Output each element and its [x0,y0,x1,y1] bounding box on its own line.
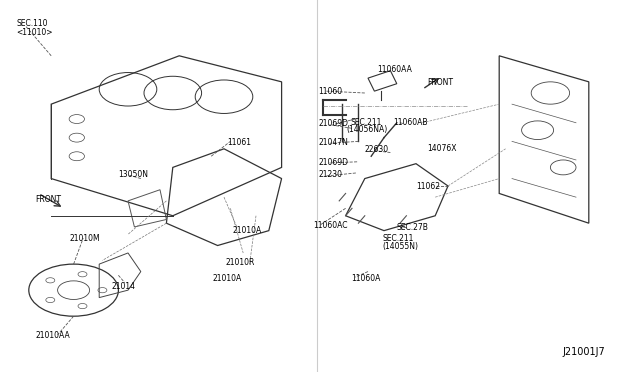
Text: 11060AA: 11060AA [378,65,412,74]
Text: J21001J7: J21001J7 [562,347,605,357]
Text: FRONT: FRONT [428,78,454,87]
Text: <11010>: <11010> [17,28,53,37]
Text: 21010R: 21010R [225,258,255,267]
Text: (14055N): (14055N) [383,242,419,251]
Text: SEC.110: SEC.110 [17,19,48,28]
Text: 21014: 21014 [112,282,136,291]
Text: 21069D: 21069D [318,158,348,167]
Text: 21230: 21230 [318,170,342,179]
Text: 11060AB: 11060AB [393,118,428,126]
Text: 22630: 22630 [365,145,389,154]
Text: 21010A: 21010A [212,274,242,283]
Text: 14076X: 14076X [428,144,457,153]
Text: 21010A: 21010A [232,226,262,235]
Text: 21069D: 21069D [318,119,348,128]
Text: (14056NA): (14056NA) [346,125,387,134]
Text: SEC.27B: SEC.27B [397,223,429,232]
Text: 21010AA: 21010AA [35,331,70,340]
Text: 11060: 11060 [318,87,342,96]
Text: SEC.211: SEC.211 [351,118,382,126]
Text: SEC.211: SEC.211 [383,234,414,243]
Text: 11060A: 11060A [351,274,380,283]
Text: 13050N: 13050N [118,170,148,179]
Text: FRONT: FRONT [35,195,61,203]
Text: 11062: 11062 [416,182,440,191]
Text: 11061: 11061 [227,138,251,147]
Text: 11060AC: 11060AC [314,221,348,230]
Text: 21010M: 21010M [69,234,100,243]
Text: 21047N: 21047N [318,138,348,147]
